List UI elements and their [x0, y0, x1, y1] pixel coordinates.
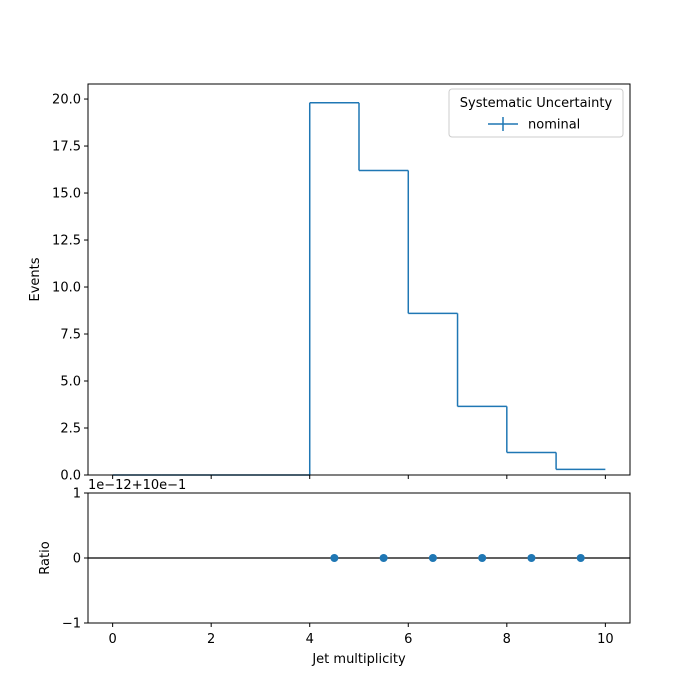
ratio-x-ticks: 0 2 4 6 8 10 — [108, 623, 614, 647]
x-tick-label: 4 — [306, 632, 314, 647]
ratio-panel: −1 0 1 0 2 4 6 8 10 1e−12+10e−1 Ratio Jet multi… — [38, 478, 631, 667]
y-tick-label: 17.5 — [52, 140, 81, 155]
main-y-ticks: 0.0 2.5 5.0 7.5 10.0 12.5 15.0 17.5 20.0 — [52, 93, 88, 484]
ratio-y-tick-label: 1 — [73, 487, 81, 502]
main-y-axis-label: Events — [28, 257, 43, 301]
ratio-plot-frame — [87, 492, 631, 624]
ratio-y-tick-label: −1 — [62, 617, 81, 632]
y-tick-label: 12.5 — [52, 234, 81, 249]
ratio-point — [379, 554, 388, 562]
legend-entry-label: nominal — [528, 118, 580, 133]
y-tick-label: 20.0 — [52, 93, 81, 108]
ratio-y-axis-label: Ratio — [38, 541, 53, 574]
x-axis-label: Jet multiplicity — [311, 652, 406, 667]
ratio-y-ticks: −1 0 1 — [62, 487, 88, 632]
legend: Systematic Uncertainty nominal — [448, 88, 624, 138]
main-histogram — [112, 102, 606, 476]
x-tick-label: 6 — [404, 632, 412, 647]
x-tick-label: 0 — [108, 632, 116, 647]
legend-marker — [488, 117, 518, 131]
x-tick-label: 10 — [597, 632, 614, 647]
y-tick-label: 5.0 — [60, 375, 81, 390]
y-tick-label: 10.0 — [52, 281, 81, 296]
ratio-point — [478, 554, 487, 562]
x-tick-label: 2 — [207, 632, 215, 647]
y-tick-label: 0.0 — [60, 469, 81, 484]
ratio-point — [428, 554, 437, 562]
ratio-point — [330, 554, 339, 562]
ratio-point — [527, 554, 536, 562]
y-tick-label: 15.0 — [52, 187, 81, 202]
ratio-points — [330, 554, 585, 562]
main-x-ticks — [112, 475, 606, 479]
ratio-y-tick-label: 0 — [73, 552, 81, 567]
ratio-point — [576, 554, 585, 562]
y-tick-label: 7.5 — [60, 328, 81, 343]
main-panel: 0.02.55.07.510.012.515.017.520.0 Events … — [28, 83, 631, 484]
ratio-offset-text: 1e−12+10e−1 — [88, 478, 186, 493]
main-plot-frame — [87, 83, 631, 476]
legend-title: Systematic Uncertainty — [460, 96, 613, 111]
legend-box — [448, 88, 624, 138]
x-tick-label: 8 — [503, 632, 511, 647]
y-tick-label: 2.5 — [60, 422, 81, 437]
